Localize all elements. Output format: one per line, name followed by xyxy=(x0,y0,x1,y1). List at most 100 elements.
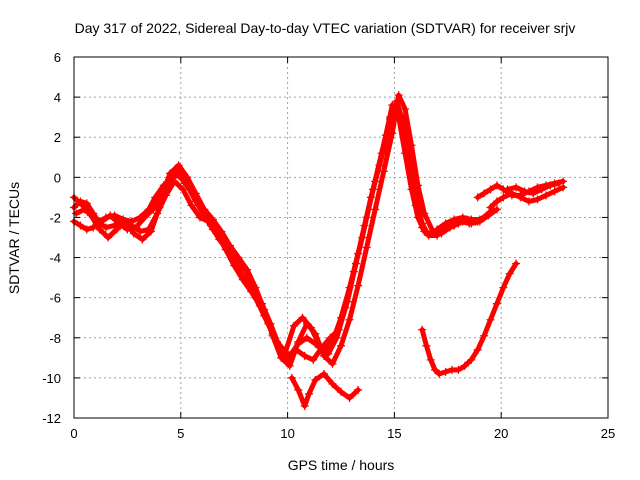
data-point xyxy=(104,233,113,242)
chart-title: Day 317 of 2022, Sidereal Day-to-day VTE… xyxy=(75,20,576,36)
data-point xyxy=(76,221,85,230)
data-point xyxy=(337,387,345,396)
data-point xyxy=(473,345,482,354)
data-point xyxy=(428,227,437,236)
data-point xyxy=(337,341,345,350)
series-track-d xyxy=(72,91,497,370)
data-point xyxy=(394,91,403,100)
data-point xyxy=(121,217,130,226)
data-point xyxy=(157,191,166,200)
plot-frame xyxy=(73,56,609,419)
x-tick-label: 5 xyxy=(177,426,184,441)
data-point xyxy=(112,225,121,234)
y-tick-label: -4 xyxy=(49,251,61,266)
data-point xyxy=(407,141,416,150)
series-track-h xyxy=(503,179,563,198)
data-point xyxy=(524,197,533,206)
y-tick-label: -12 xyxy=(42,411,61,426)
data-point xyxy=(542,191,551,200)
series-track-g xyxy=(486,183,568,212)
data-point xyxy=(430,365,439,374)
data-point xyxy=(302,319,311,328)
data-point xyxy=(413,181,422,190)
data-point xyxy=(102,223,111,232)
data-point xyxy=(319,351,328,360)
data-point xyxy=(290,321,299,330)
x-tick-label: 25 xyxy=(601,426,615,441)
data-point xyxy=(200,205,209,214)
data-point xyxy=(251,283,260,292)
data-point xyxy=(377,149,386,158)
data-point xyxy=(206,221,215,230)
series-line xyxy=(419,261,519,377)
data-point xyxy=(505,269,514,278)
y-tick-label: 6 xyxy=(54,50,61,65)
data-point xyxy=(82,199,91,208)
data-point xyxy=(467,355,476,364)
data-point xyxy=(486,185,495,194)
data-point xyxy=(486,203,495,212)
data-point xyxy=(129,229,138,238)
data-point xyxy=(492,205,501,214)
data-point xyxy=(420,209,429,218)
data-point xyxy=(268,331,277,340)
data-point xyxy=(138,235,147,244)
data-point xyxy=(238,275,247,284)
data-point xyxy=(554,179,563,188)
data-point xyxy=(499,193,508,202)
data-point xyxy=(345,315,354,324)
data-point xyxy=(550,187,559,196)
data-point xyxy=(183,173,192,182)
axis-ticks: 0 5 10 15 20 25 -12 -10 -8 -6 -4 -2 0 2 4 6 xyxy=(42,50,615,441)
data-point xyxy=(328,359,337,368)
series-line xyxy=(488,184,566,210)
data-point xyxy=(454,219,463,228)
data-point xyxy=(486,315,495,324)
data-point xyxy=(546,181,555,190)
data-point xyxy=(260,305,269,314)
data-point xyxy=(345,393,354,402)
data-series xyxy=(70,91,568,410)
data-point xyxy=(512,259,521,268)
data-point xyxy=(492,299,501,308)
data-point xyxy=(354,281,363,290)
y-tick-label: 4 xyxy=(54,90,61,105)
data-point xyxy=(294,385,303,394)
data-point xyxy=(473,193,482,202)
y-tick-label: -6 xyxy=(49,291,61,306)
data-point xyxy=(371,205,380,214)
data-point xyxy=(441,367,450,376)
y-tick-label: 2 xyxy=(54,130,61,145)
data-point xyxy=(215,235,224,244)
series-track-e xyxy=(287,369,363,410)
series-line xyxy=(289,371,361,409)
data-point xyxy=(362,243,371,252)
data-point xyxy=(520,187,529,196)
y-tick-label: -8 xyxy=(49,331,61,346)
data-point xyxy=(178,185,187,194)
data-point xyxy=(424,231,433,240)
data-point xyxy=(319,369,328,378)
data-point xyxy=(97,217,106,226)
data-point xyxy=(302,333,311,342)
x-axis-label: GPS time / hours xyxy=(288,457,395,473)
data-point xyxy=(437,229,446,238)
data-point xyxy=(369,185,378,194)
data-point xyxy=(191,189,200,198)
data-point xyxy=(480,331,489,340)
data-point xyxy=(217,227,226,236)
x-tick-label: 15 xyxy=(387,426,401,441)
data-point xyxy=(426,355,435,364)
data-point xyxy=(559,183,568,192)
data-point xyxy=(360,221,369,230)
data-point xyxy=(285,361,294,370)
data-point xyxy=(445,223,454,232)
x-tick-label: 0 xyxy=(70,426,77,441)
data-point xyxy=(174,161,183,170)
data-point xyxy=(72,209,81,218)
data-point xyxy=(300,401,309,410)
data-point xyxy=(463,215,472,224)
y-tick-label: 0 xyxy=(54,170,61,185)
data-point xyxy=(234,253,243,262)
